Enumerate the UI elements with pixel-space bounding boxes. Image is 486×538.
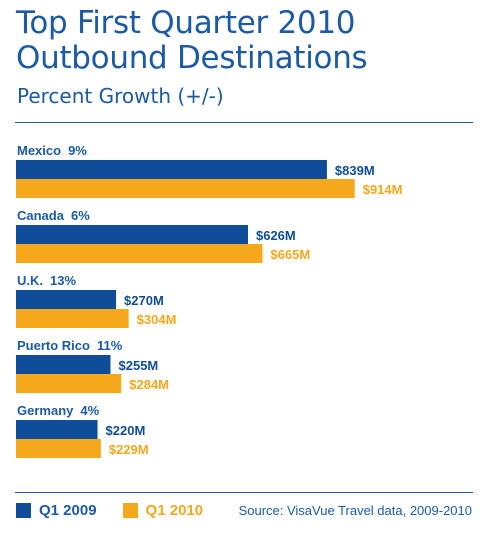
value-label-u-k-q1-2010: $304M (137, 312, 177, 327)
bar-mexico-q1-2009 (16, 160, 327, 179)
source-note: Source: VisaVue Travel data, 2009-2010 (238, 503, 472, 518)
value-label-germany-q1-2009: $220M (106, 423, 146, 438)
category-name: Canada (17, 208, 65, 223)
value-label-mexico-q1-2010: $914M (363, 182, 403, 197)
category-name: U.K. (17, 273, 43, 288)
chart-title: Top First Quarter 2010 Outbound Destinat… (16, 5, 368, 76)
growth-label: 9% (68, 143, 87, 158)
category-label-u-k: U.K. 13% (17, 273, 76, 288)
chart-subtitle: Percent Growth (+/-) (17, 84, 224, 108)
category-name: Puerto Rico (17, 338, 90, 353)
category-label-puerto-rico: Puerto Rico 11% (17, 338, 123, 353)
bottom-divider (15, 492, 473, 493)
bar-u-k-q1-2009 (16, 290, 117, 309)
bar-canada-q1-2009 (16, 225, 248, 244)
value-label-puerto-rico-q1-2009: $255M (119, 358, 159, 373)
growth-label: 4% (80, 403, 99, 418)
bar-u-k-q1-2010 (16, 309, 129, 328)
value-label-canada-q1-2010: $665M (270, 247, 310, 262)
legend-swatch-q1-2009 (16, 503, 31, 518)
value-label-puerto-rico-q1-2010: $284M (129, 377, 169, 392)
category-label-canada: Canada 6% (17, 208, 90, 223)
bar-germany-q1-2010 (16, 439, 101, 458)
bar-mexico-q1-2010 (16, 179, 355, 198)
legend-item-q1-2009: Q1 2009 (16, 502, 97, 519)
top-divider (15, 122, 473, 123)
bar-germany-q1-2009 (16, 420, 98, 439)
bar-canada-q1-2010 (16, 244, 263, 263)
category-label-mexico: Mexico 9% (17, 143, 87, 158)
legend-swatch-q1-2010 (122, 503, 138, 518)
growth-label: 11% (97, 338, 123, 353)
bar-puerto-rico-q1-2009 (16, 355, 111, 374)
value-label-germany-q1-2010: $229M (109, 442, 149, 457)
value-label-mexico-q1-2009: $839M (335, 163, 375, 178)
category-name: Germany (17, 403, 74, 418)
value-label-u-k-q1-2009: $270M (124, 293, 164, 308)
value-label-canada-q1-2009: $626M (256, 228, 296, 243)
category-name: Mexico (17, 143, 61, 158)
legend-item-q1-2010: Q1 2010 (122, 502, 204, 519)
growth-label: 6% (71, 208, 90, 223)
bar-puerto-rico-q1-2010 (16, 374, 122, 393)
category-label-germany: Germany 4% (17, 403, 100, 418)
chart-title-line-2: Outbound Destinations (16, 40, 368, 76)
legend-label-q1-2009: Q1 2009 (39, 502, 97, 519)
chart-title-line-1: Top First Quarter 2010 (16, 5, 356, 41)
legend-label-q1-2010: Q1 2010 (145, 502, 204, 519)
growth-label: 13% (50, 273, 76, 288)
legend: Q1 2009 Q1 2010 (16, 502, 229, 519)
